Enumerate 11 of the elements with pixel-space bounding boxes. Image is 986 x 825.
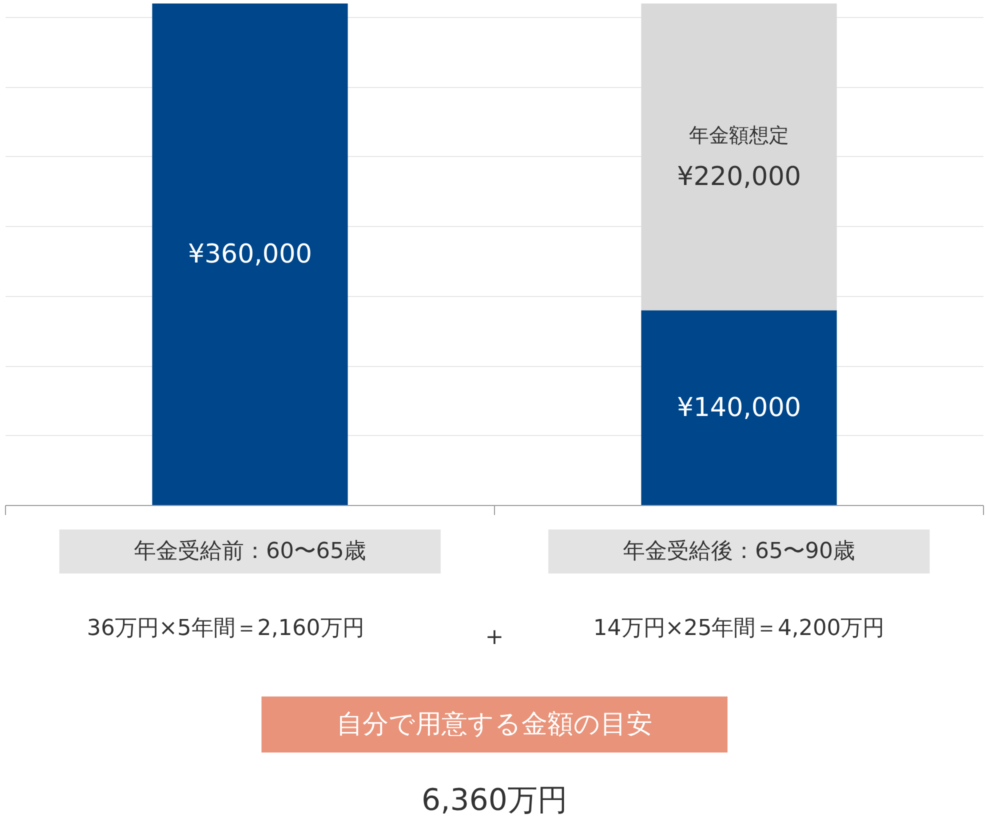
data-label: ¥360,000 [188,240,312,270]
x-tick-label: 年金受給前：60〜65歳 [134,539,366,564]
x-tick-label: 年金受給後：65〜90歳 [623,539,856,564]
text: 6,360万円 [422,783,568,818]
data-label: ¥220,000 [676,162,802,192]
series-label: 年金額想定 [689,122,789,147]
text: 自分で用意する金額の目安 [336,710,652,740]
text: 14万円×25年間＝4,200万円 [593,616,885,641]
data-label: ¥140,000 [676,392,802,423]
text: 36万円×5年間＝2,160万円 [86,616,364,641]
text: + [485,625,504,650]
